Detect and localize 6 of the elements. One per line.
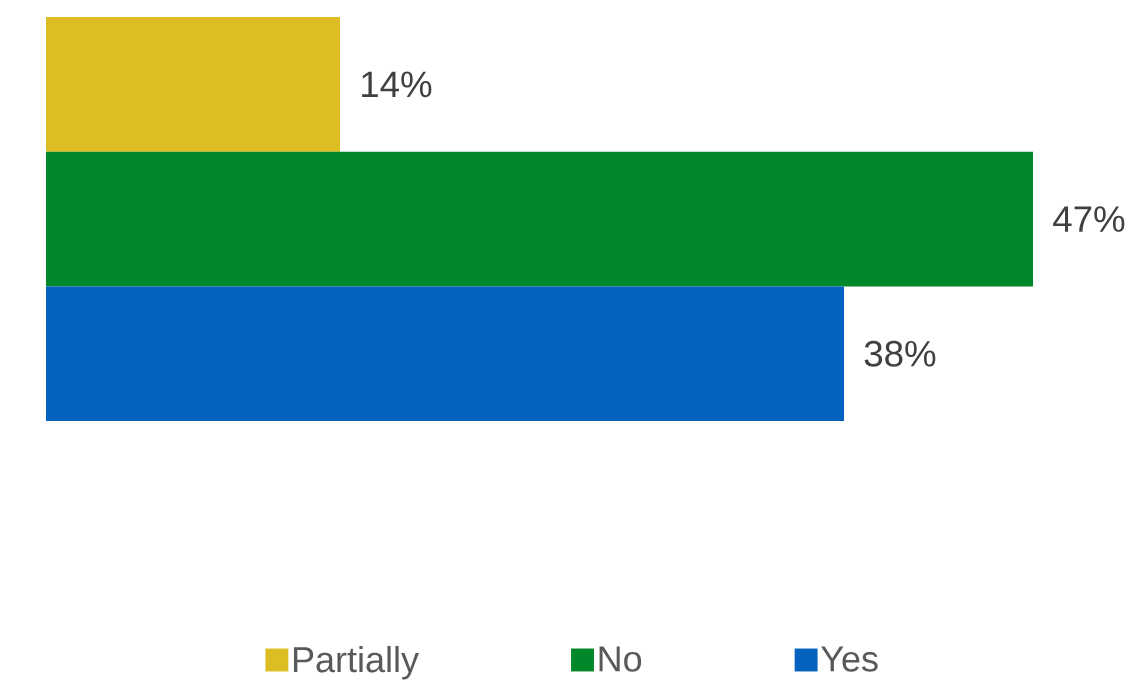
legend-label: Partially: [293, 645, 419, 680]
legend-label: Yes: [821, 646, 878, 672]
data-label: 14%: [362, 71, 432, 98]
data-label: 38%: [864, 340, 936, 367]
legend-label: No: [599, 646, 642, 672]
data-label: 47%: [1053, 206, 1125, 232]
